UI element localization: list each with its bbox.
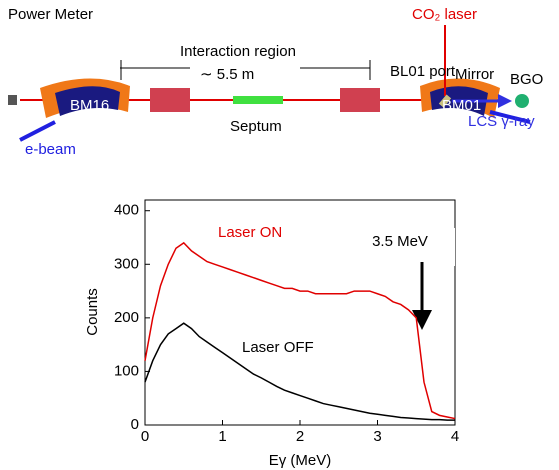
label: LCS γ-ray [468, 113, 535, 130]
y-tick-label: 100 [114, 362, 139, 379]
x-label: Eγ (MeV) [269, 452, 332, 469]
x-tick-label: 3 [373, 428, 381, 445]
label: Interaction region [180, 43, 296, 60]
x-tick-label: 2 [296, 428, 304, 445]
series-label: Laser OFF [242, 339, 314, 356]
beamline-diagram: Power Meter Interaction region ∼ 5.5 m B… [8, 6, 543, 158]
x-tick-label: 4 [451, 428, 459, 445]
label: ∼ 5.5 m [200, 66, 254, 83]
label: BL01 port [390, 63, 456, 80]
label: BM16 [70, 97, 109, 114]
label: BM01 [442, 97, 481, 114]
series-line [144, 241, 456, 420]
label: Septum [230, 118, 282, 135]
y-tick-label: 300 [114, 255, 139, 272]
series-line [144, 322, 455, 421]
label: CO₂ laser [412, 6, 477, 23]
series-label: Laser ON [218, 224, 282, 241]
y-tick-label: 400 [114, 202, 139, 219]
label: Power Meter [8, 6, 93, 23]
y-tick-label: 200 [114, 309, 139, 326]
label: Mirror [455, 66, 494, 83]
label: e-beam [25, 141, 76, 158]
annotation: 3.5 MeV [372, 233, 428, 250]
x-tick-label: 0 [141, 428, 149, 445]
annotation-box [350, 228, 455, 266]
y-tick-label: 0 [131, 416, 139, 433]
label: BGO [510, 71, 543, 88]
arrow-head [412, 310, 432, 330]
x-tick-label: 1 [218, 428, 226, 445]
y-label: Counts [84, 288, 101, 336]
